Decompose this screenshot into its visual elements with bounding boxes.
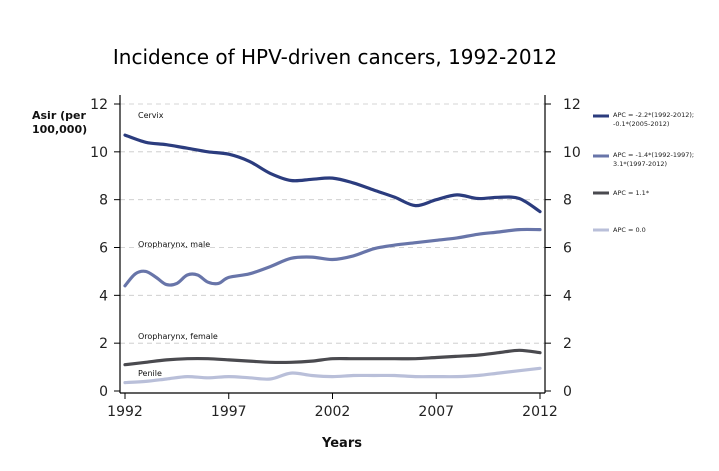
y-axis-title-line2: 100,000) xyxy=(32,123,87,136)
x-tick-label: 2012 xyxy=(522,404,558,420)
series-line-oropharynx-female xyxy=(123,348,542,367)
x-tick-label: 1992 xyxy=(107,404,143,420)
y-axis-right-ticks: 0 2 4 6 8 10 12 xyxy=(545,97,581,400)
y-tick-label-right: 6 xyxy=(563,241,572,257)
y-tick-label-right: 12 xyxy=(563,97,581,113)
annotation-penile: Penile xyxy=(138,369,162,378)
chart-title: Incidence of HPV-driven cancers, 1992-20… xyxy=(113,45,557,69)
legend-label-cervix-line2: -0.1*(2005-2012) xyxy=(613,120,669,128)
x-axis-ticks: 1992 1997 2002 2007 2012 xyxy=(107,393,558,420)
y-tick-label-right: 4 xyxy=(563,288,572,304)
series-line-penile xyxy=(123,366,542,385)
legend-label-oropharynx-female: APC = 1.1* xyxy=(613,189,650,197)
y-tick-label-left: 12 xyxy=(90,97,108,113)
y-tick-label-left: 8 xyxy=(99,193,108,209)
y-tick-label-left: 0 xyxy=(99,384,108,400)
legend-label-oropharynx-male-line2: 3.1*(1997-2012) xyxy=(613,160,667,168)
y-tick-label-left: 10 xyxy=(90,145,108,161)
y-axis-left-ticks: 0 2 4 6 8 10 12 xyxy=(90,97,120,400)
annotation-oropharynx-female: Oropharynx, female xyxy=(138,332,218,341)
legend: APC = -2.2*(1992-2012); -0.1*(2005-2012)… xyxy=(593,111,694,234)
series-line-cervix xyxy=(123,133,542,214)
y-tick-label-left: 6 xyxy=(99,241,108,257)
annotation-cervix: Cervix xyxy=(138,111,164,120)
x-axis-title: Years xyxy=(321,436,362,451)
x-tick-label: 1997 xyxy=(211,404,247,420)
x-tick-label: 2007 xyxy=(418,404,454,420)
series-line-oropharynx-male xyxy=(123,227,542,288)
y-tick-label-right: 2 xyxy=(563,336,572,352)
annotation-oropharynx-male: Oropharynx, male xyxy=(138,240,210,249)
legend-label-cervix-line1: APC = -2.2*(1992-2012); xyxy=(613,111,694,119)
x-tick-label: 2002 xyxy=(315,404,351,420)
y-axis-title-line1: Asir (per xyxy=(32,109,86,122)
y-tick-label-left: 2 xyxy=(99,336,108,352)
y-tick-label-right: 8 xyxy=(563,193,572,209)
y-tick-label-right: 10 xyxy=(563,145,581,161)
gridlines xyxy=(120,103,545,344)
legend-label-oropharynx-male-line1: APC = -1.4*(1992-1997); xyxy=(613,151,694,159)
y-tick-label-left: 4 xyxy=(99,288,108,304)
series-lines xyxy=(123,133,542,385)
y-tick-label-right: 0 xyxy=(563,384,572,400)
legend-label-penile: APC = 0.0 xyxy=(613,226,646,234)
